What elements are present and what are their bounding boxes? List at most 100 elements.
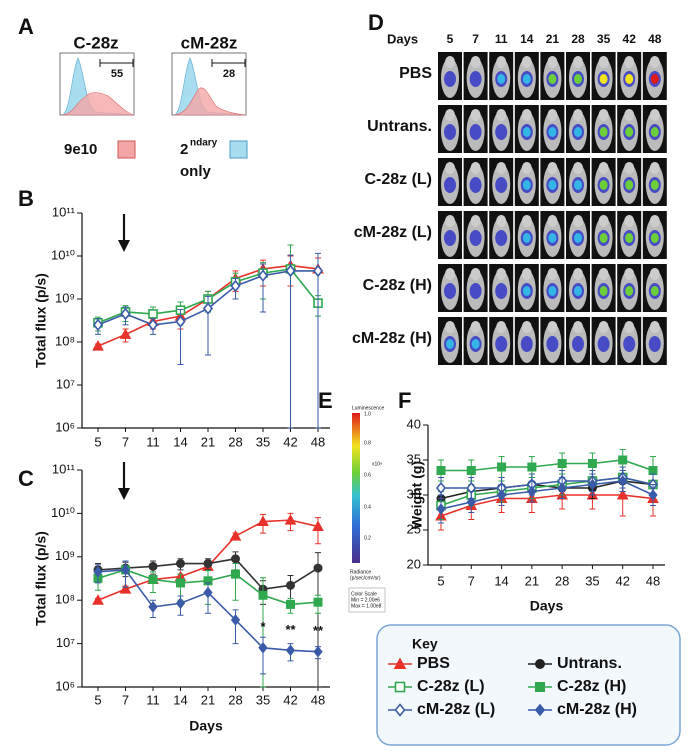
mouse-image xyxy=(624,268,635,280)
mouse-image xyxy=(521,56,532,68)
signal-blob xyxy=(548,233,557,243)
color-scale-tick: 0.8 xyxy=(364,440,371,446)
signal-blob xyxy=(522,180,531,190)
error-bar xyxy=(315,552,321,688)
signal-blob xyxy=(625,286,634,296)
data-point xyxy=(176,559,185,569)
signal-blob xyxy=(650,127,659,137)
mouse-image xyxy=(649,268,660,280)
signal-blob xyxy=(520,336,533,352)
mouse-image xyxy=(598,109,609,121)
data-point xyxy=(92,594,104,605)
mouse-image xyxy=(573,109,583,121)
signal-blob xyxy=(522,233,531,243)
signal-blob xyxy=(495,124,508,140)
mouse-image xyxy=(598,321,609,333)
data-point xyxy=(312,264,324,278)
signal-blob xyxy=(469,283,482,299)
data-point xyxy=(436,503,446,515)
mouse-image xyxy=(624,162,635,174)
legend-label: 9e10 xyxy=(64,141,97,158)
data-point xyxy=(648,466,658,475)
mouse-image xyxy=(573,162,583,174)
data-point xyxy=(616,488,629,500)
color-scale-unit: Radiance xyxy=(350,569,371,575)
y-tick-label: 25 xyxy=(407,521,421,536)
legend-label: ndary xyxy=(190,138,218,149)
panel-label: F xyxy=(398,388,411,413)
signal-blob xyxy=(599,180,608,190)
legend-label: only xyxy=(180,163,211,180)
signal-blob xyxy=(471,339,480,349)
mouse-image xyxy=(521,109,532,121)
signal-blob xyxy=(444,177,456,193)
mouse-image xyxy=(624,321,635,333)
data-point xyxy=(313,597,323,607)
y-tick-label: 10⁸ xyxy=(55,333,75,348)
mouse-image xyxy=(496,162,507,174)
day-label: 42 xyxy=(623,32,637,46)
signal-blob xyxy=(648,336,661,352)
y-tick-label: 35 xyxy=(407,451,421,466)
color-bar xyxy=(352,413,360,563)
data-point xyxy=(496,489,507,501)
data-point xyxy=(587,459,597,468)
data-point xyxy=(230,614,241,626)
x-tick-label: 7 xyxy=(122,434,129,449)
mouse-image xyxy=(445,56,455,68)
y-tick-label: 10¹⁰ xyxy=(51,505,75,520)
row-label: C-28z (H) xyxy=(363,277,432,294)
y-tick-label: 20 xyxy=(407,556,421,571)
data-point xyxy=(119,328,132,339)
data-point xyxy=(93,566,103,578)
x-tick-label: 28 xyxy=(555,573,569,588)
data-point xyxy=(148,601,158,613)
x-tick-label: 14 xyxy=(173,434,187,449)
mouse-image xyxy=(470,268,481,280)
x-tick-label: 42 xyxy=(283,434,297,449)
data-point xyxy=(286,599,295,609)
signal-blob xyxy=(522,127,531,137)
color-scale-tick: 0.4 xyxy=(364,504,371,510)
data-point xyxy=(203,586,213,599)
day-label: 11 xyxy=(495,32,508,46)
y-tick-label: 10⁹ xyxy=(55,548,75,563)
mouse-image xyxy=(470,215,481,227)
data-point xyxy=(230,279,241,293)
data-point xyxy=(120,564,131,576)
panel-label: A xyxy=(18,14,34,39)
x-tick-label: 35 xyxy=(585,573,599,588)
data-point xyxy=(285,264,296,278)
data-point xyxy=(258,642,268,654)
series-line xyxy=(440,494,654,517)
data-point xyxy=(284,514,297,525)
signal-blob xyxy=(495,230,508,246)
y-tick-label: 10⁷ xyxy=(56,635,75,650)
signal-blob xyxy=(548,127,557,137)
mouse-image xyxy=(649,215,660,227)
legend-label: C-28z (L) xyxy=(417,678,485,695)
signal-blob xyxy=(495,283,508,299)
x-tick-label: 7 xyxy=(122,692,129,707)
signal-blob xyxy=(444,71,456,87)
mouse-image xyxy=(521,321,532,333)
mouse-image xyxy=(496,268,507,280)
data-point xyxy=(257,515,269,527)
data-point xyxy=(527,485,537,498)
x-tick-label: 42 xyxy=(615,573,629,588)
legend-label: cM-28z (L) xyxy=(417,701,495,718)
mouse-image xyxy=(470,321,481,333)
x-tick-label: 14 xyxy=(173,692,187,707)
data-point xyxy=(534,703,546,717)
x-tick-label: 48 xyxy=(311,692,325,707)
legend-swatch xyxy=(117,140,136,159)
mouse-image xyxy=(624,109,635,121)
data-point xyxy=(286,580,295,590)
signal-blob xyxy=(625,127,634,137)
data-point xyxy=(466,466,476,475)
signal-blob xyxy=(548,286,557,296)
data-point xyxy=(285,644,296,657)
y-axis-label: Weight (g) xyxy=(409,461,425,529)
data-point xyxy=(147,318,159,332)
data-point xyxy=(313,645,323,658)
